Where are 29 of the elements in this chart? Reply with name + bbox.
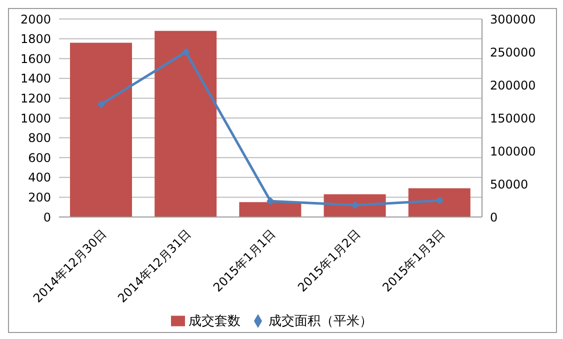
point	[436, 196, 444, 204]
y2-tick-label: 300000	[490, 12, 536, 26]
y2-tick-label: 50000	[490, 177, 528, 192]
point	[266, 197, 274, 206]
y-tick-label: 1800	[20, 32, 51, 46]
y-tick-label: 400	[28, 170, 51, 185]
y-tick-label: 800	[28, 131, 51, 146]
y-tick-label: 1200	[20, 91, 51, 106]
legend-label: 成交套数	[188, 314, 240, 329]
legend-label: 成交面积（平米）	[268, 314, 372, 329]
y-tick-label: 600	[28, 150, 51, 165]
y2-tick-label: 200000	[490, 78, 536, 92]
y-tick-label: 1600	[20, 52, 51, 66]
y2-tick-label: 0	[490, 210, 498, 224]
bar	[154, 30, 217, 217]
y-tick-label: 1400	[20, 72, 51, 86]
y2-tick-label: 250000	[490, 45, 536, 60]
point	[97, 100, 106, 108]
bar	[408, 188, 470, 217]
y2-tick-label: 100000	[490, 144, 536, 158]
point	[182, 48, 190, 56]
y-tick-label: 1000	[20, 111, 51, 126]
bar	[239, 202, 302, 217]
bar	[70, 42, 132, 217]
y-tick-label: 200	[28, 190, 51, 204]
point	[351, 201, 360, 210]
y2-tick-label: 150000	[490, 111, 536, 126]
y-tick-label: 2000	[20, 12, 51, 26]
y-tick-label: 0	[43, 210, 51, 224]
